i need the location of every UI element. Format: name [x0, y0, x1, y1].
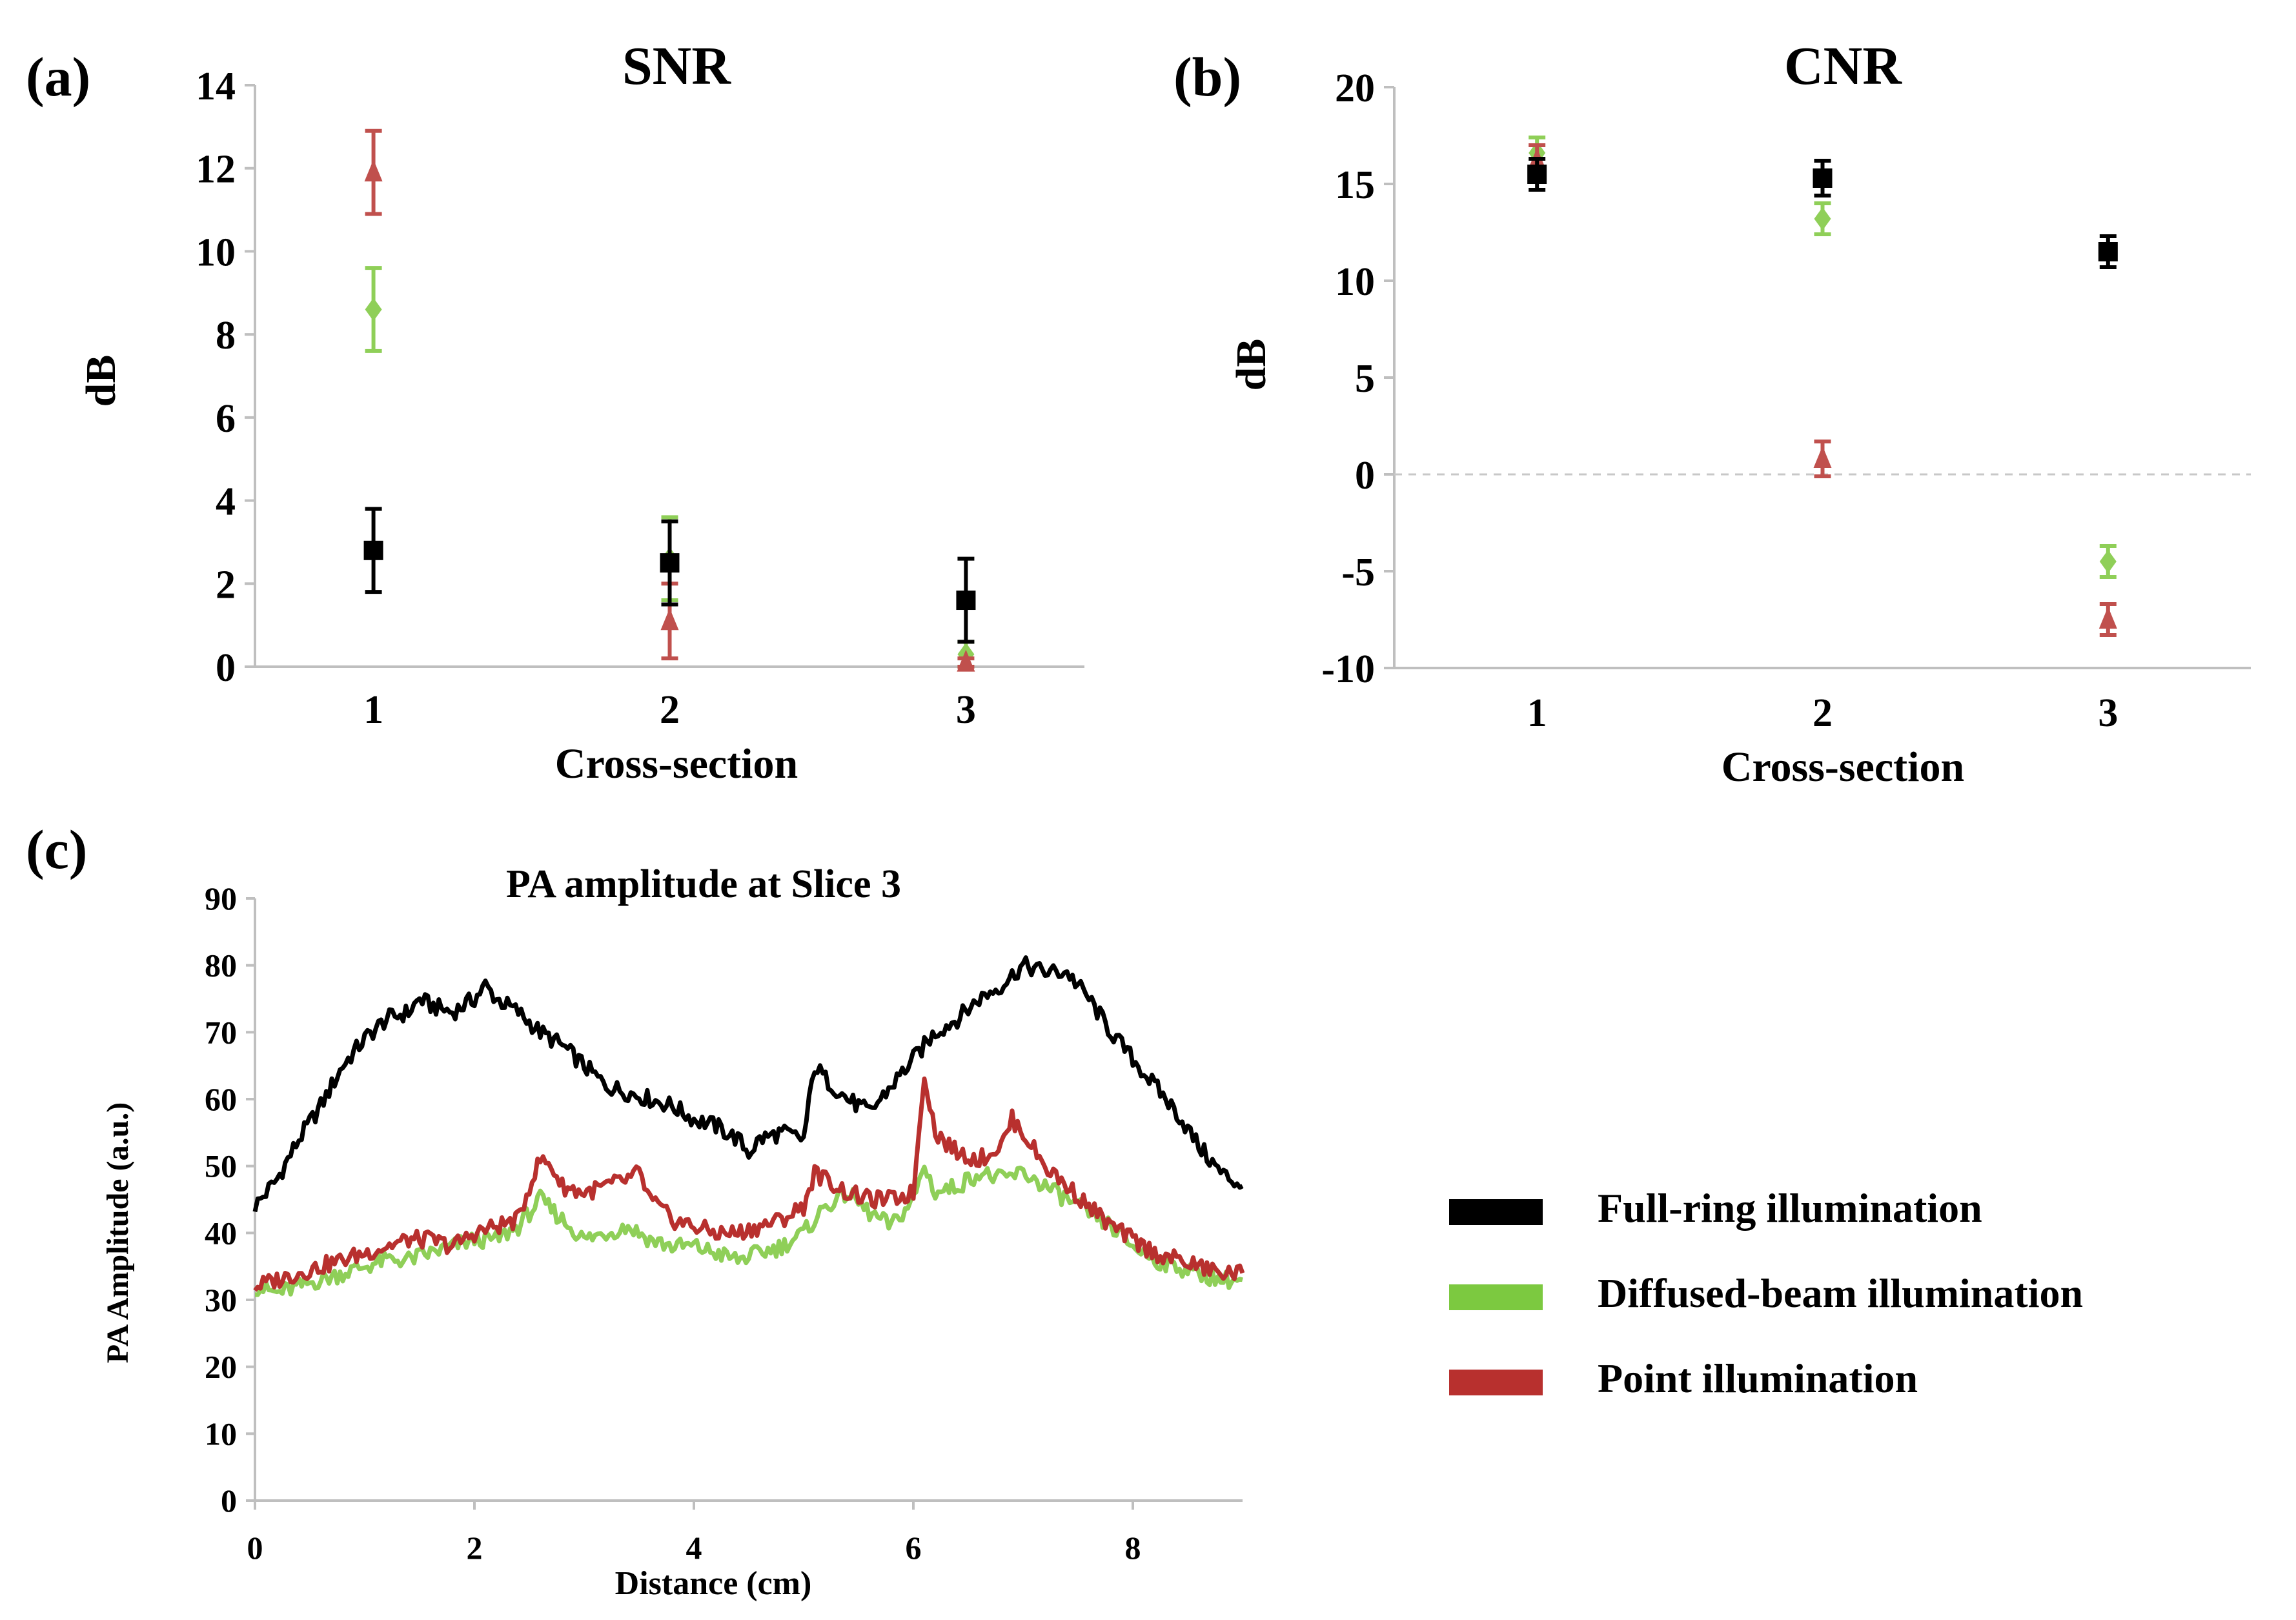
y-tick-label: 15 [1335, 163, 1375, 207]
panel-c-pa-amplitude-chart: (c) PA amplitude at Slice 3 PA Amplitude… [26, 818, 1245, 1602]
y-tick-label: 20 [205, 1349, 237, 1385]
x-tick-label: 3 [956, 688, 976, 732]
y-axis-label-pa-amplitude: PA Amplitude (a.u.) [101, 1102, 135, 1363]
data-point-point [364, 159, 383, 182]
y-tick-label: 2 [216, 563, 236, 607]
chart-title-snr: SNR [622, 36, 731, 96]
plot-area-pa-amplitude: 0 10 20 30 40 50 60 70 80 90 0 2 4 6 8 [205, 880, 1245, 1566]
data-point-point [660, 608, 679, 631]
legend: Full-ring illumination Diffused-beam ill… [1449, 1185, 2083, 1401]
chart-title-pa-amplitude: PA amplitude at Slice 3 [506, 862, 901, 906]
y-tick-label: 5 [1355, 357, 1375, 401]
y-tick-label: 10 [196, 230, 236, 274]
panel-label-b: (b) [1173, 46, 1241, 108]
x-tick-label: 4 [686, 1530, 702, 1566]
data-point-diffused [365, 298, 382, 321]
y-tick-label: 12 [196, 148, 236, 192]
legend-swatch-point [1449, 1370, 1543, 1395]
y-tick-label: 60 [205, 1081, 237, 1117]
legend-label-diffused-beam: Diffused-beam illumination [1598, 1270, 2083, 1316]
data-point-point [1813, 446, 1832, 468]
y-axis-label-cnr: dB [1228, 339, 1275, 391]
x-tick-label: 2 [467, 1530, 483, 1566]
x-axis-label-distance: Distance (cm) [615, 1565, 812, 1602]
data-point-point [957, 649, 975, 672]
y-tick-label: 10 [1335, 260, 1375, 304]
y-tick-label: 70 [205, 1014, 237, 1050]
y-tick-label: 8 [216, 314, 236, 358]
legend-item-full-ring: Full-ring illumination [1449, 1185, 1982, 1231]
series-line-point_line [253, 1076, 1245, 1292]
y-tick-label: 4 [216, 480, 236, 524]
x-tick-label: 8 [1125, 1530, 1141, 1566]
data-point-full_ring [2098, 242, 2118, 261]
y-tick-label: 6 [216, 397, 236, 441]
y-tick-label: -5 [1341, 551, 1375, 594]
y-tick-label: 40 [205, 1215, 237, 1251]
y-tick-label: 30 [205, 1282, 237, 1318]
x-tick-label: 2 [1813, 691, 1833, 735]
panel-b-cnr-chart: (b) CNR dB Cross-section -10 -5 0 5 10 15 20 1 2… [1173, 36, 2251, 791]
y-tick-label: 0 [1355, 454, 1375, 498]
series-line-full_ring [252, 955, 1244, 1213]
data-point-diffused [2099, 550, 2117, 573]
legend-swatch-diffused-beam [1449, 1284, 1543, 1310]
x-tick-label: 2 [660, 688, 680, 732]
y-axis-label-snr: dB [77, 355, 125, 407]
legend-item-point: Point illumination [1449, 1355, 1918, 1401]
y-tick-label: 14 [196, 65, 236, 108]
x-tick-label: 1 [363, 688, 383, 732]
x-axis-label-cnr: Cross-section [1722, 744, 1964, 791]
x-tick-label: 6 [906, 1530, 922, 1566]
plot-area-cnr: -10 -5 0 5 10 15 20 1 2 3 [1321, 66, 2251, 735]
y-tick-label: -10 [1321, 647, 1375, 691]
x-axis-label-snr: Cross-section [555, 740, 798, 787]
data-point-full_ring [363, 540, 383, 560]
y-tick-label: 0 [221, 1483, 237, 1519]
data-point-full_ring [660, 553, 680, 573]
y-tick-label: 80 [205, 947, 237, 984]
y-tick-label: 0 [216, 646, 236, 690]
data-point-point [2098, 607, 2117, 629]
data-point-full_ring [1527, 165, 1547, 184]
legend-label-full-ring: Full-ring illumination [1598, 1185, 1982, 1231]
legend-swatch-full-ring [1449, 1199, 1543, 1225]
x-tick-label: 3 [2098, 691, 2118, 735]
data-point-diffused [1814, 207, 1831, 230]
legend-label-point: Point illumination [1598, 1355, 1918, 1401]
panel-label-c: (c) [26, 818, 87, 880]
y-tick-label: 20 [1335, 66, 1375, 110]
panel-label-a: (a) [26, 46, 90, 108]
y-tick-label: 90 [205, 880, 237, 916]
y-tick-label: 10 [205, 1415, 237, 1452]
x-tick-label: 0 [247, 1530, 263, 1566]
x-tick-label: 1 [1527, 691, 1547, 735]
y-tick-label: 50 [205, 1148, 237, 1184]
legend-item-diffused-beam: Diffused-beam illumination [1449, 1270, 2083, 1316]
chart-title-cnr: CNR [1784, 36, 1902, 96]
data-point-full_ring [956, 591, 976, 611]
data-point-full_ring [1813, 168, 1833, 188]
